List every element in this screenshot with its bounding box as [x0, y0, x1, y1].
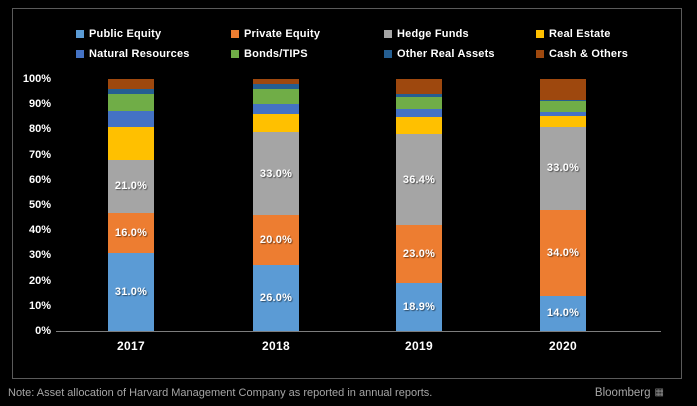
- bar-segment-bonds-tips-2019: [396, 97, 442, 110]
- legend-swatch-hedge-funds-icon: [384, 29, 392, 38]
- bloomberg-brand: Bloomberg ▦: [595, 386, 664, 400]
- legend-swatch-real-estate-icon: [536, 29, 544, 38]
- bar-segment-natural-resources-2019: [396, 109, 442, 118]
- legend: Public Equity Private Equity Hedge Funds…: [76, 27, 628, 60]
- bar-segment-natural-resources-2018: [253, 104, 299, 115]
- legend-label-public-equity: Public Equity: [89, 27, 162, 40]
- bar-segment-value-label-public-equity-2018: 26.0%: [259, 292, 293, 305]
- bar-segment-natural-resources-2017: [108, 110, 154, 127]
- legend-item-private-equity: Private Equity: [231, 27, 384, 40]
- legend-item-hedge-funds: Hedge Funds: [384, 27, 536, 40]
- y-axis-tick-label: 10%: [28, 299, 51, 312]
- bar-segment-public-equity-2018: [253, 265, 299, 331]
- y-axis-tick-label: 30%: [28, 249, 51, 262]
- bar-segment-hedge-funds-2018: [253, 131, 299, 216]
- bar-segment-value-label-hedge-funds-2017: 21.0%: [114, 180, 148, 193]
- legend-swatch-private-equity-icon: [231, 29, 239, 38]
- legend-item-cash-others: Cash & Others: [536, 47, 628, 60]
- bar-segment-other-real-assets-2020: [540, 100, 586, 102]
- legend-label-cash-others: Cash & Others: [549, 47, 629, 60]
- legend-item-bonds-tips: Bonds/TIPS: [231, 47, 384, 60]
- y-axis-tick-label: 80%: [28, 123, 51, 136]
- x-axis-label-2018: 2018: [262, 339, 290, 353]
- bar-segment-value-label-public-equity-2020: 14.0%: [546, 307, 580, 320]
- bar-segment-cash-others-2020: [540, 79, 586, 101]
- bar-segment-real-estate-2019: [396, 117, 442, 134]
- legend-label-hedge-funds: Hedge Funds: [397, 27, 469, 40]
- bar-segment-value-label-hedge-funds-2019: 36.4%: [402, 173, 436, 186]
- bar-segment-hedge-funds-2017: [108, 159, 154, 213]
- y-axis-tick-label: 70%: [28, 148, 51, 161]
- legend-item-real-estate: Real Estate: [536, 27, 628, 40]
- bloomberg-brand-text: Bloomberg: [594, 387, 651, 399]
- bar-segment-value-label-private-equity-2020: 34.0%: [546, 246, 580, 259]
- legend-label-bonds-tips: Bonds/TIPS: [244, 47, 308, 60]
- x-axis-label-2017: 2017: [117, 339, 145, 353]
- y-axis-tick-label: 0%: [35, 325, 51, 337]
- footnote: Note: Asset allocation of Harvard Manage…: [8, 387, 433, 399]
- x-axis-label-2019: 2019: [405, 339, 433, 353]
- legend-label-private-equity: Private Equity: [244, 27, 321, 40]
- y-axis-tick-label: 90%: [28, 98, 51, 111]
- bar-segment-private-equity-2019: [396, 225, 442, 284]
- bar-segment-public-equity-2020: [540, 295, 586, 331]
- legend-swatch-other-real-assets-icon: [384, 49, 392, 58]
- chart-frame: Public Equity Private Equity Hedge Funds…: [12, 8, 682, 379]
- y-axis-tick-label: 40%: [28, 224, 51, 237]
- legend-label-other-real-assets: Other Real Assets: [397, 47, 495, 60]
- bloomberg-logo-icon: ▦: [654, 387, 664, 398]
- bar-segment-value-label-private-equity-2018: 20.0%: [259, 234, 293, 247]
- legend-label-natural-resources: Natural Resources: [89, 47, 190, 60]
- bar-segment-real-estate-2020: [540, 116, 586, 127]
- bar-segment-private-equity-2018: [253, 215, 299, 266]
- bar-segment-other-real-assets-2018: [253, 84, 299, 90]
- legend-swatch-natural-resources-icon: [76, 49, 84, 58]
- bar-segment-value-label-public-equity-2019: 18.9%: [402, 301, 436, 314]
- legend-swatch-cash-others-icon: [536, 49, 544, 58]
- legend-swatch-bonds-tips-icon: [231, 49, 239, 58]
- bar-segment-value-label-public-equity-2017: 31.0%: [114, 285, 148, 298]
- bar-segment-cash-others-2018: [253, 79, 299, 85]
- bar-segment-bonds-tips-2018: [253, 89, 299, 105]
- x-axis-label-2020: 2020: [549, 339, 577, 353]
- bar-segment-real-estate-2018: [253, 114, 299, 132]
- bar-segment-value-label-private-equity-2017: 16.0%: [114, 226, 148, 239]
- bar-segment-cash-others-2019: [396, 79, 442, 94]
- bar-segment-real-estate-2017: [108, 126, 154, 160]
- y-axis-tick-label: 100%: [22, 73, 51, 85]
- y-axis-tick-label: 50%: [28, 199, 51, 211]
- plot-area: 31.0% 16.0% 21.0% 2017 26.0% 20.0% 33.0% 2018 18…: [56, 79, 661, 353]
- bar-segment-hedge-funds-2019: [396, 133, 442, 226]
- bar-segment-natural-resources-2020: [540, 112, 586, 117]
- bar-segment-value-label-hedge-funds-2020: 33.0%: [546, 162, 580, 175]
- legend-item-natural-resources: Natural Resources: [76, 47, 231, 60]
- bar-segment-public-equity-2019: [396, 283, 442, 331]
- bar-segment-hedge-funds-2020: [540, 126, 586, 211]
- y-axis-tick-label: 60%: [28, 173, 51, 186]
- bar-segment-private-equity-2020: [540, 210, 586, 296]
- legend-swatch-public-equity-icon: [76, 29, 84, 38]
- bar-segment-bonds-tips-2020: [540, 101, 586, 113]
- bar-segment-other-real-assets-2019: [396, 93, 442, 98]
- legend-item-public-equity: Public Equity: [76, 27, 231, 40]
- y-axis-tick-label: 20%: [28, 274, 51, 287]
- bar-segment-cash-others-2017: [108, 79, 154, 90]
- legend-item-other-real-assets: Other Real Assets: [384, 47, 536, 60]
- bar-segment-value-label-private-equity-2019: 23.0%: [402, 248, 436, 261]
- bar-segment-value-label-hedge-funds-2018: 33.0%: [259, 167, 293, 180]
- bar-segment-private-equity-2017: [108, 212, 154, 253]
- legend-label-real-estate: Real Estate: [549, 27, 611, 40]
- bar-segment-public-equity-2017: [108, 252, 154, 331]
- bar-segment-bonds-tips-2017: [108, 94, 154, 111]
- bar-segment-other-real-assets-2017: [108, 89, 154, 95]
